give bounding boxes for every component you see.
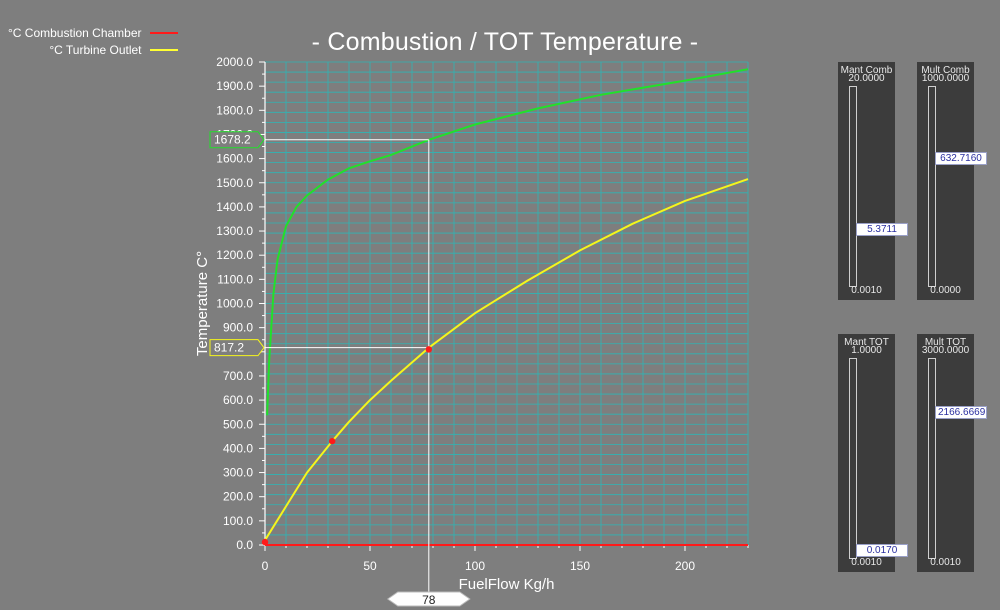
y-tick-label: 1500.0 — [216, 176, 253, 190]
y-tick-label: 600.0 — [223, 393, 253, 407]
cursor-readout-box — [209, 131, 265, 149]
x-axis-label: FuelFlow Kg/h — [459, 576, 555, 593]
legend-swatch-red — [149, 31, 178, 34]
y-tick-label: 1200.0 — [216, 248, 253, 262]
legend-item-turbine-outlet: °C Turbine Outlet — [8, 41, 178, 58]
y-tick-label: 2000.0 — [216, 55, 253, 69]
x-tick-label: 100 — [465, 559, 485, 573]
legend-label: °C Turbine Outlet — [49, 42, 142, 57]
panel-min: 0.0010 — [851, 285, 882, 296]
y-tick-label: 1400.0 — [216, 200, 253, 214]
y-tick-label: 1900.0 — [216, 79, 253, 93]
panel-min: 0.0000 — [930, 285, 961, 296]
y-tick-label: 1000.0 — [216, 297, 253, 311]
x-tick-label: 50 — [363, 559, 377, 573]
cursor-readout-box — [209, 339, 265, 357]
data-point-marker — [329, 437, 336, 445]
y-tick-label: 1300.0 — [216, 224, 253, 238]
y-tick-label: 700.0 — [223, 369, 253, 383]
y-tick-label: 200.0 — [223, 490, 253, 504]
chart-title: - Combustion / TOT Temperature - — [311, 28, 699, 56]
panel-min: 0.0010 — [851, 557, 882, 568]
x-tick-label: 150 — [570, 559, 590, 573]
slider-track[interactable] — [928, 358, 936, 559]
y-tick-label: 100.0 — [223, 514, 253, 528]
panel-label: Mant TOT — [844, 337, 889, 348]
legend-label: °C Combustion Chamber — [8, 25, 142, 40]
y-tick-label: 300.0 — [223, 466, 253, 480]
slider-value-box[interactable]: 632.7160 — [935, 152, 987, 165]
slider-track[interactable] — [849, 358, 857, 559]
series-turbine-outlet-line — [264, 178, 749, 541]
cursor-readout-label: 1678.2 — [214, 133, 251, 147]
y-tick-label: 1800.0 — [216, 103, 253, 117]
panel-mant-tot: Mant TOT 1.0000 0.0170 0.0010 — [838, 334, 908, 572]
x-slider-handle[interactable] — [386, 591, 471, 607]
panel-label: Mant Comb — [840, 65, 893, 76]
slider-track[interactable] — [928, 86, 936, 287]
data-point-marker — [261, 538, 269, 546]
y-tick-label: 0.0 — [236, 538, 253, 552]
grid — [265, 61, 749, 546]
panel-min: 0.0010 — [930, 557, 961, 568]
legend: °C Combustion Chamber °C Turbine Outlet — [8, 24, 178, 58]
x-tick-label: 0 — [262, 559, 269, 573]
panel-label: Mult Comb — [921, 65, 970, 76]
slider-track[interactable] — [849, 86, 857, 287]
panel-label: Mult TOT — [924, 337, 967, 348]
panel-max: 20.0000 — [848, 73, 885, 84]
slider-value-box[interactable]: 0.0170 — [856, 544, 908, 557]
y-tick-label: 1100.0 — [217, 272, 253, 286]
panel-mult-comb: Mult Comb 1000.0000 632.7160 0.0000 — [917, 62, 987, 300]
y-tick-label: 400.0 — [223, 441, 253, 455]
y-tick-label: 500.0 — [223, 417, 253, 431]
y-axis-label: Temperature C° — [194, 251, 211, 356]
series-combustion-line — [266, 68, 749, 416]
panel-max: 1000.0000 — [921, 73, 970, 84]
panel-max: 3000.0000 — [921, 345, 970, 356]
y-tick-label: 1600.0 — [216, 152, 253, 166]
panel-max: 1.0000 — [851, 345, 882, 356]
legend-item-combustion: °C Combustion Chamber — [8, 24, 178, 41]
panel-mant-comb: Mant Comb 20.0000 5.3711 0.0010 — [838, 62, 908, 300]
x-slider-value: 78 — [422, 593, 436, 607]
panel-mult-tot: Mult TOT 3000.0000 2166.6669 0.0010 — [917, 334, 987, 572]
legend-swatch-yellow — [149, 48, 178, 51]
data-point-marker — [425, 346, 432, 353]
y-tick-label: 900.0 — [223, 321, 253, 335]
x-tick-label: 200 — [675, 559, 695, 573]
cursor-readout-label: 817.2 — [214, 341, 244, 355]
slider-value-box[interactable]: 2166.6669 — [935, 406, 987, 419]
slider-value-box[interactable]: 5.3711 — [856, 223, 908, 236]
